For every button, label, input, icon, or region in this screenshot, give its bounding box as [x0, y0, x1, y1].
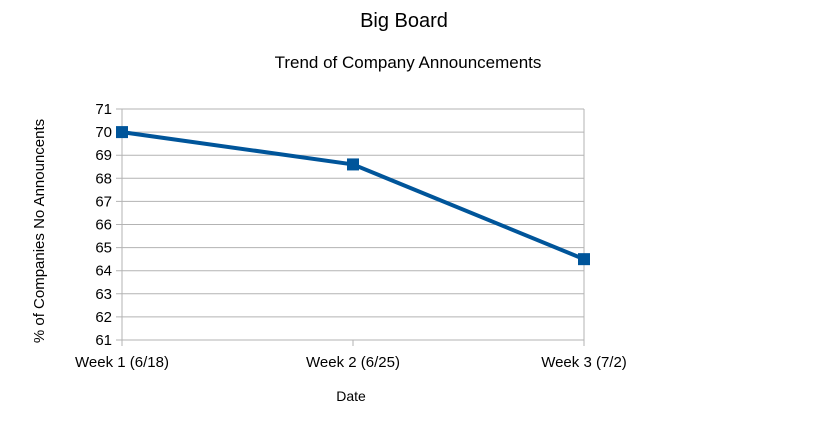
- y-tick-label: 64: [95, 263, 112, 280]
- y-axis-label: % of Companies No Announcents: [31, 119, 48, 343]
- x-axis-label: Date: [336, 388, 366, 404]
- y-tick-label: 69: [95, 147, 112, 164]
- y-tick-label: 67: [95, 193, 112, 210]
- data-point-marker: [578, 253, 590, 266]
- x-tick-label: Week 1 (6/18): [75, 354, 169, 371]
- chart-title: Big Board: [360, 10, 448, 32]
- y-tick-label: 62: [95, 309, 112, 326]
- data-point-marker: [116, 126, 128, 139]
- series-line: [121, 130, 585, 262]
- y-tick-label: 68: [95, 170, 112, 187]
- y-tick-label: 63: [95, 286, 112, 303]
- y-tick-label: 71: [95, 101, 112, 118]
- y-tick-label: 61: [95, 332, 112, 349]
- chart-subtitle: Trend of Company Announcements: [275, 53, 542, 72]
- y-tick-label: 66: [95, 217, 112, 234]
- plot-area: 61 62 63 64 65 66 67 68 69 70 71 Week 1 (6/18) Week …: [75, 101, 627, 371]
- x-tick-label: Week 3 (7/2): [541, 354, 627, 371]
- y-tick-label: 65: [95, 240, 112, 257]
- x-tick-label: Week 2 (6/25): [306, 354, 400, 371]
- y-tick-label: 70: [95, 124, 112, 141]
- data-point-marker: [347, 158, 359, 171]
